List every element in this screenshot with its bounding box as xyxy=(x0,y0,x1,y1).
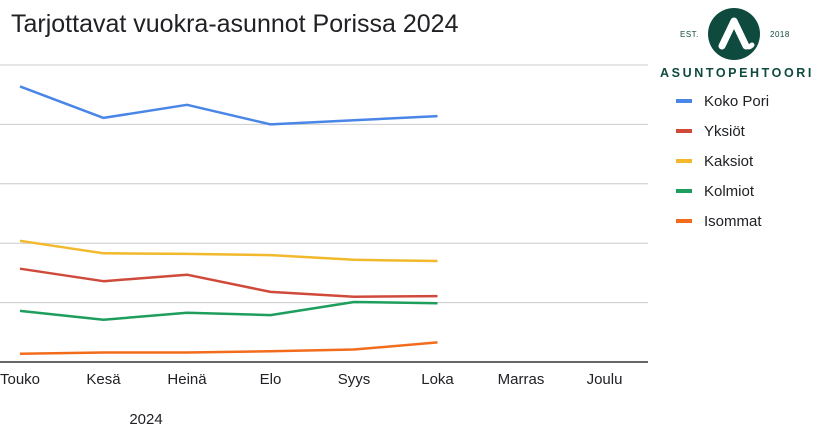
legend-label: Yksiöt xyxy=(704,122,745,140)
x-tick-label: Heinä xyxy=(167,371,207,388)
legend-item: Yksiöt xyxy=(676,116,769,146)
series-lines xyxy=(19,85,438,355)
x-tick-label: Syys xyxy=(338,371,371,388)
legend-swatch xyxy=(676,99,692,103)
x-tick-label: Marras xyxy=(498,371,545,388)
chart-legend: Koko Pori Yksiöt Kaksiot Kolmiot Isommat xyxy=(676,86,769,236)
legend-label: Isommat xyxy=(704,212,762,230)
x-tick-labels: Touko Kesä Heinä Elo Syys Loka Marras Joulu xyxy=(0,371,622,388)
x-tick-label: Elo xyxy=(260,371,282,388)
legend-swatch xyxy=(676,159,692,163)
legend-swatch xyxy=(676,189,692,193)
x-tick-label: Touko xyxy=(0,371,40,388)
legend-item: Isommat xyxy=(676,206,769,236)
legend-label: Koko Pori xyxy=(704,92,770,110)
series-line xyxy=(19,239,438,263)
logo-est-text: EST. xyxy=(680,30,699,39)
series-line xyxy=(19,85,438,126)
legend-item: Koko Pori xyxy=(676,86,769,116)
logo-year-text: 2018 xyxy=(770,30,790,39)
x-axis-label: 2024 xyxy=(129,411,162,428)
x-tick-label: Kesä xyxy=(86,371,121,388)
series-line xyxy=(19,300,438,322)
gridlines xyxy=(0,64,648,363)
series-line xyxy=(19,267,438,298)
logo-wordmark: ASUNTOPEHTOORI xyxy=(660,66,815,80)
legend-item: Kaksiot xyxy=(676,146,769,176)
chart-title: Tarjottavat vuokra-asunnot Porissa 2024 xyxy=(11,10,459,38)
legend-item: Kolmiot xyxy=(676,176,769,206)
legend-swatch xyxy=(676,219,692,223)
legend-label: Kolmiot xyxy=(704,182,755,200)
series-line xyxy=(19,341,438,355)
legend-label: Kaksiot xyxy=(704,152,754,170)
logo-a-icon xyxy=(708,8,760,60)
brand-logo: EST. 2018 ASUNTOPEHTOORI xyxy=(660,6,819,86)
x-tick-label: Joulu xyxy=(587,371,623,388)
x-tick-label: Loka xyxy=(421,371,454,388)
legend-swatch xyxy=(676,129,692,133)
